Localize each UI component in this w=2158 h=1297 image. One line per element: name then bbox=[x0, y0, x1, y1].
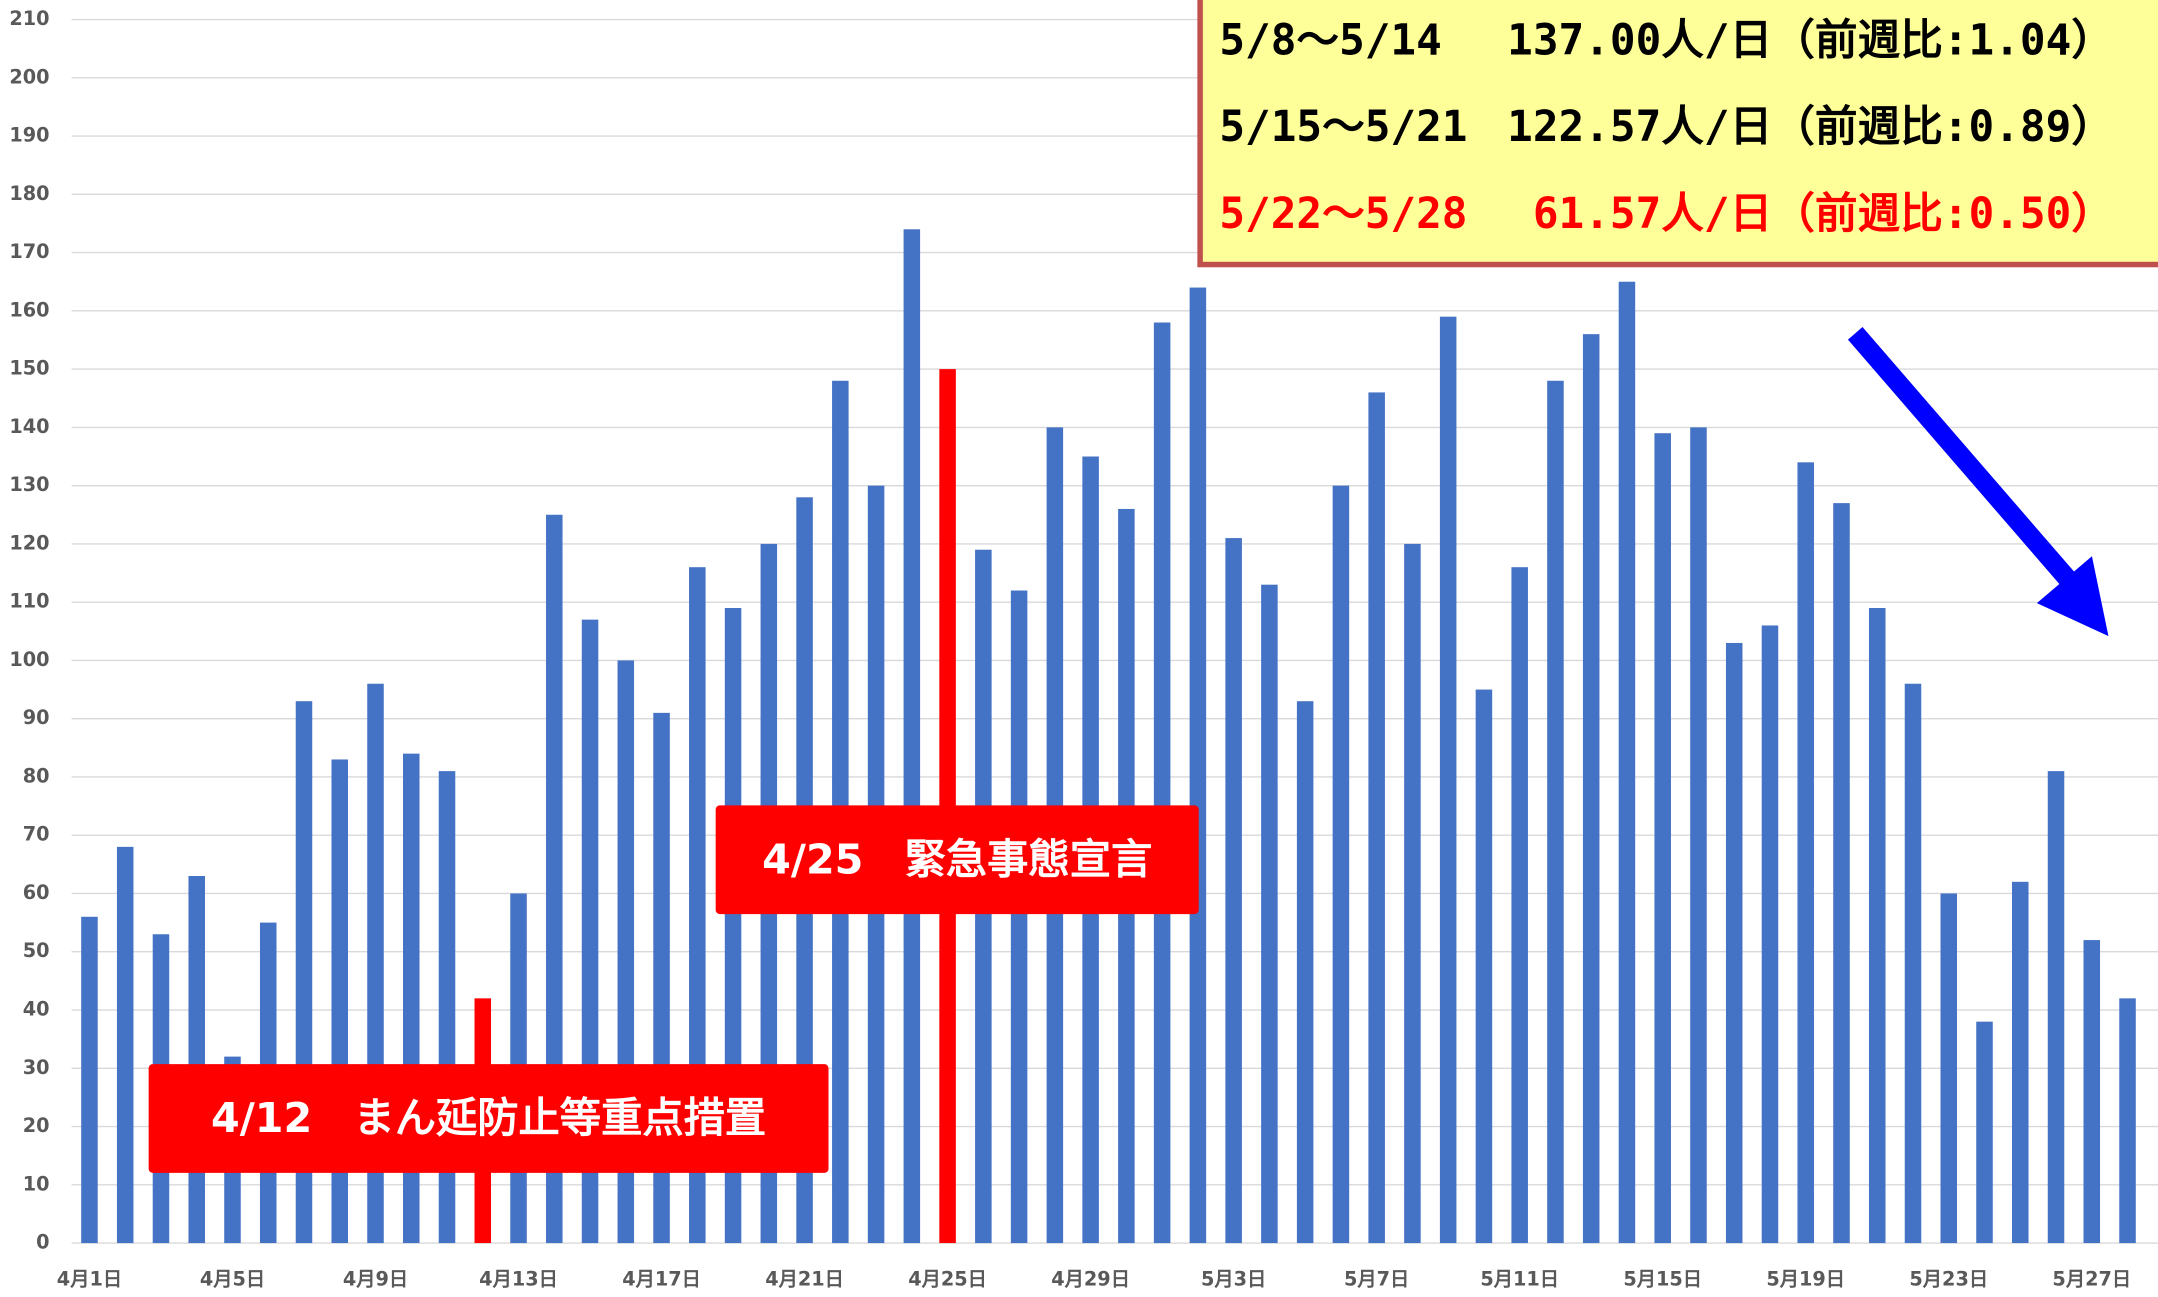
bar bbox=[1547, 380, 1564, 1244]
bar bbox=[1153, 322, 1171, 1244]
annotation-box bbox=[715, 805, 1199, 915]
bar bbox=[1296, 701, 1314, 1244]
x-tick-label: 5月7日 bbox=[1344, 1268, 1409, 1291]
bar bbox=[1332, 485, 1350, 1244]
y-tick-label: 130 bbox=[9, 473, 49, 496]
bar bbox=[188, 875, 205, 1244]
bar bbox=[1725, 642, 1743, 1244]
x-tick-label: 4月13日 bbox=[479, 1268, 558, 1291]
x-tick-label: 4月21日 bbox=[765, 1268, 844, 1291]
bar bbox=[1904, 683, 1922, 1244]
x-tick-label: 5月19日 bbox=[1766, 1268, 1845, 1291]
summary-value: 122.57人/日（前週比:0.89） bbox=[1507, 102, 2114, 152]
bar bbox=[1654, 433, 1671, 1244]
x-tick-label: 4月9日 bbox=[343, 1268, 408, 1291]
x-tick-label: 4月25日 bbox=[908, 1268, 987, 1291]
bar bbox=[1368, 392, 1385, 1244]
summary-frame bbox=[1197, 0, 2158, 268]
annotation-text: 4/25 緊急事態宣言 bbox=[762, 836, 1152, 884]
bar bbox=[1868, 607, 1886, 1244]
bars bbox=[81, 229, 2136, 1244]
x-tick-label: 5月27日 bbox=[2052, 1268, 2131, 1291]
y-tick-label: 20 bbox=[23, 1114, 50, 1137]
summary-period: 5/22～5/28 bbox=[1219, 189, 1467, 239]
bar bbox=[546, 514, 563, 1244]
x-tick-label: 4月1日 bbox=[57, 1268, 122, 1291]
summary-box: 5/8～5/14 137.00人/日（前週比:1.04） 5/15～5/21 122.… bbox=[1197, 0, 2158, 268]
bar bbox=[1833, 503, 1850, 1244]
arrow-head bbox=[2036, 556, 2109, 637]
bar bbox=[903, 229, 921, 1244]
bar bbox=[81, 916, 98, 1244]
y-tick-label: 200 bbox=[9, 65, 49, 88]
y-tick-label: 80 bbox=[23, 764, 50, 787]
y-tick-label: 140 bbox=[9, 415, 49, 438]
bar bbox=[1404, 543, 1421, 1244]
x-tick-label: 4月5日 bbox=[200, 1268, 265, 1291]
bar bbox=[1761, 625, 1779, 1244]
annotations: 4/12 まん延防止等重点措置 4/25 緊急事態宣言 bbox=[148, 805, 1199, 1173]
bar bbox=[1189, 287, 1207, 1244]
bar bbox=[1797, 462, 1814, 1244]
y-tick-label: 70 bbox=[23, 823, 50, 846]
y-tick-label: 110 bbox=[9, 590, 49, 613]
bar bbox=[1439, 316, 1457, 1244]
annotation-box bbox=[148, 1064, 829, 1173]
x-tick-label: 4月29日 bbox=[1051, 1268, 1130, 1291]
x-tick-label: 4月17日 bbox=[622, 1268, 701, 1291]
summary-value: 61.57人/日（前週比:0.50） bbox=[1533, 189, 2114, 239]
bar bbox=[1940, 893, 1958, 1244]
y-tick-label: 160 bbox=[9, 298, 49, 321]
bar bbox=[2083, 940, 2101, 1244]
bar bbox=[2047, 771, 2065, 1244]
y-tick-label: 210 bbox=[9, 7, 49, 30]
y-tick-label: 90 bbox=[23, 706, 50, 729]
bar bbox=[1976, 1021, 1993, 1244]
y-tick-label: 50 bbox=[23, 939, 50, 962]
bar bbox=[1618, 281, 1636, 1244]
summary-period: 5/8～5/14 bbox=[1219, 15, 1441, 65]
y-tick-label: 30 bbox=[23, 1056, 50, 1079]
x-tick-label: 5月15日 bbox=[1623, 1268, 1702, 1291]
y-tick-label: 150 bbox=[9, 357, 49, 380]
bar bbox=[1010, 590, 1028, 1244]
y-tick-label: 10 bbox=[23, 1172, 50, 1195]
y-tick-label: 40 bbox=[23, 998, 50, 1021]
bar bbox=[1225, 538, 1242, 1244]
y-tick-label: 100 bbox=[9, 648, 49, 671]
bar bbox=[116, 846, 134, 1244]
x-tick-label: 5月11日 bbox=[1480, 1268, 1559, 1291]
y-tick-label: 190 bbox=[9, 124, 49, 147]
y-tick-label: 180 bbox=[9, 182, 49, 205]
bar bbox=[2119, 998, 2136, 1244]
annotation-text: 4/12 まん延防止等重点措置 bbox=[211, 1094, 766, 1142]
y-tick-label: 60 bbox=[23, 881, 50, 904]
y-tick-label: 120 bbox=[9, 531, 49, 554]
bar bbox=[1475, 689, 1493, 1244]
y-tick-label: 0 bbox=[36, 1231, 49, 1254]
summary-value: 137.00人/日（前週比:1.04） bbox=[1507, 15, 2114, 65]
trend-arrow bbox=[1847, 327, 2109, 637]
summary-period: 5/15～5/21 bbox=[1219, 102, 1467, 152]
bar bbox=[2012, 881, 2029, 1244]
bar bbox=[1690, 427, 1707, 1244]
x-tick-label: 5月3日 bbox=[1201, 1268, 1266, 1291]
bar bbox=[1582, 334, 1600, 1244]
arrow-shaft bbox=[1847, 327, 2075, 585]
y-tick-label: 170 bbox=[9, 240, 49, 263]
bar bbox=[1261, 584, 1278, 1244]
x-tick-label: 5月23日 bbox=[1909, 1268, 1988, 1291]
bar bbox=[1511, 567, 1528, 1244]
